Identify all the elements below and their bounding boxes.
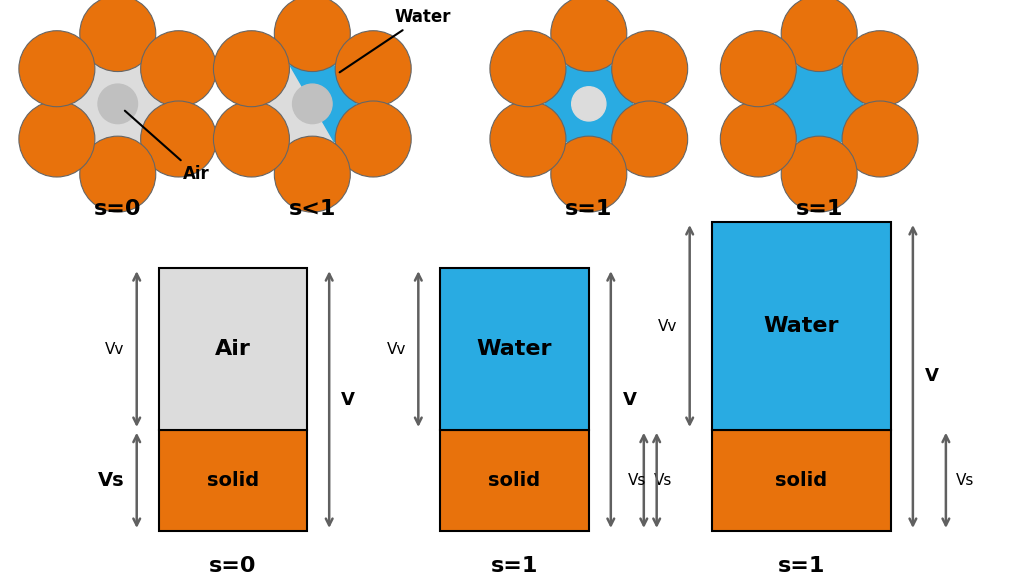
- Text: Vs: Vs: [98, 471, 125, 490]
- Text: Water: Water: [477, 339, 552, 359]
- Text: Vs: Vs: [955, 473, 974, 488]
- Circle shape: [720, 31, 797, 107]
- Text: s=1: s=1: [565, 199, 612, 219]
- Circle shape: [545, 60, 633, 148]
- Text: Vs: Vs: [653, 473, 672, 488]
- Circle shape: [98, 84, 137, 123]
- Circle shape: [842, 101, 919, 177]
- Wedge shape: [312, 66, 356, 142]
- Circle shape: [80, 136, 156, 212]
- Text: Air: Air: [125, 111, 210, 183]
- Circle shape: [489, 101, 566, 177]
- Text: Vs: Vs: [629, 473, 647, 488]
- Bar: [440, 430, 589, 531]
- Circle shape: [611, 101, 688, 177]
- Circle shape: [74, 60, 162, 148]
- Circle shape: [489, 31, 566, 107]
- Circle shape: [335, 31, 412, 107]
- Circle shape: [781, 136, 857, 212]
- Circle shape: [293, 84, 332, 123]
- Text: s<1: s<1: [289, 199, 336, 219]
- Circle shape: [720, 101, 797, 177]
- Circle shape: [268, 60, 356, 148]
- Text: solid: solid: [488, 471, 541, 490]
- Text: s=1: s=1: [796, 199, 843, 219]
- Circle shape: [213, 31, 290, 107]
- Wedge shape: [291, 60, 334, 104]
- Circle shape: [274, 0, 350, 72]
- Text: solid: solid: [775, 471, 827, 490]
- Text: s=0: s=0: [94, 199, 141, 219]
- Circle shape: [18, 101, 95, 177]
- Text: solid: solid: [207, 471, 259, 490]
- Circle shape: [842, 31, 919, 107]
- Text: Vv: Vv: [658, 319, 678, 334]
- Text: s=1: s=1: [490, 556, 539, 576]
- Text: Air: Air: [215, 339, 251, 359]
- Bar: [440, 268, 589, 430]
- Circle shape: [140, 31, 217, 107]
- Circle shape: [274, 136, 350, 212]
- Circle shape: [140, 101, 217, 177]
- Text: V: V: [623, 391, 637, 409]
- Text: Water: Water: [340, 8, 451, 72]
- Circle shape: [335, 101, 412, 177]
- Circle shape: [775, 60, 863, 148]
- Circle shape: [213, 101, 290, 177]
- Text: V: V: [925, 368, 939, 385]
- Text: Water: Water: [764, 316, 839, 336]
- Text: s=0: s=0: [209, 556, 257, 576]
- Circle shape: [781, 0, 857, 72]
- Bar: [712, 222, 891, 430]
- Circle shape: [551, 136, 627, 212]
- Circle shape: [80, 0, 156, 72]
- Circle shape: [611, 31, 688, 107]
- Bar: [159, 430, 307, 531]
- Bar: [159, 268, 307, 430]
- Text: s=1: s=1: [777, 556, 825, 576]
- Text: Vv: Vv: [387, 342, 407, 357]
- Bar: [712, 430, 891, 531]
- Circle shape: [571, 87, 606, 121]
- Circle shape: [18, 31, 95, 107]
- Text: V: V: [341, 391, 355, 409]
- Text: Vv: Vv: [105, 342, 125, 357]
- Circle shape: [551, 0, 627, 72]
